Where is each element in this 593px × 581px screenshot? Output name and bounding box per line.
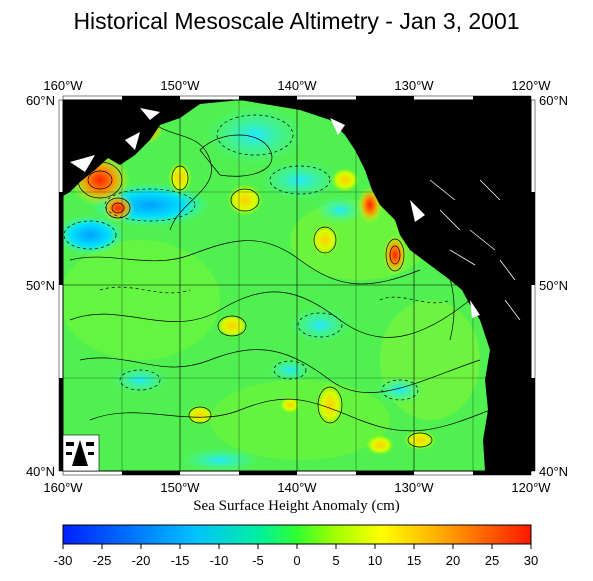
map-title: Historical Mesoscale Altimetry - Jan 3, … [73,8,520,34]
colorbar-gradient [62,524,532,545]
coast-ice [70,108,480,318]
colorbar-label: Sea Surface Height Anomaly (cm) [193,498,400,514]
lat-label: 40°N [26,464,55,479]
lon-label: 150°W [160,78,200,93]
lat-label: 40°N [539,464,568,479]
lon-label: 120°W [511,78,551,93]
colorbar-tick-label: -5 [252,553,264,568]
colorbar-tick-label: -20 [132,553,151,568]
lon-labels-top: 160°W 150°W 140°W 130°W 120°W [43,78,551,93]
colorbar-ticks: -30 -25 -20 -15 -10 -5 0 5 10 15 20 25 30 [54,544,538,568]
colorbar-tick-label: 15 [407,553,421,568]
lat-label: 50°N [26,278,55,293]
lat-labels-left: 60°N 50°N 40°N [26,93,55,479]
colorbar-tick-label: 5 [332,553,339,568]
lat-label: 60°N [539,93,568,108]
lon-label: 120°W [511,480,551,495]
colorbar-tick-label: 25 [485,553,499,568]
station-logo [62,434,100,472]
colorbar-tick-label: -15 [171,553,190,568]
lon-label: 150°W [160,480,200,495]
lat-labels-right: 60°N 50°N 40°N [539,93,568,479]
ocean-field [63,100,531,471]
lon-label: 140°W [277,480,317,495]
lon-labels-bottom: 160°W 150°W 140°W 130°W 120°W [43,480,551,495]
lon-label: 130°W [394,480,434,495]
colorbar-tick-label: -25 [93,553,112,568]
colorbar-tick-label: -10 [210,553,229,568]
colorbar: -30 -25 -20 -15 -10 -5 0 5 10 15 20 25 30 [54,524,538,568]
colorbar-tick-label: 0 [293,553,300,568]
lon-label: 140°W [277,78,317,93]
lat-label: 60°N [26,93,55,108]
lon-label: 160°W [43,480,83,495]
map-frame [58,95,536,476]
colorbar-tick-label: 10 [368,553,382,568]
land-mass [63,100,531,471]
colorbar-tick-label: 30 [524,553,538,568]
lat-label: 50°N [539,278,568,293]
lon-label: 130°W [394,78,434,93]
lon-label: 160°W [43,78,83,93]
colorbar-tick-label: -30 [54,553,73,568]
ssh-anomaly-map: 160°W 150°W 140°W 130°W 120°W 160°W 150°… [26,78,568,495]
colorbar-tick-label: 20 [446,553,460,568]
